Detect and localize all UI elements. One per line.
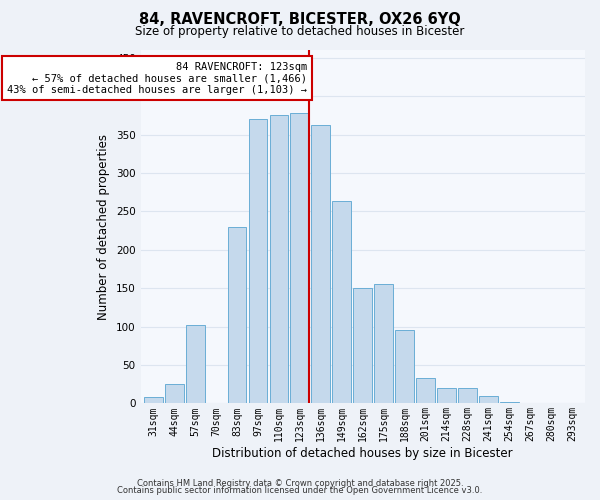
Bar	[374, 284, 393, 404]
Bar	[437, 388, 456, 404]
Text: Size of property relative to detached houses in Bicester: Size of property relative to detached ho…	[136, 25, 464, 38]
Bar	[416, 378, 435, 404]
Bar	[185, 325, 205, 404]
Bar	[500, 402, 519, 404]
Bar	[227, 226, 247, 404]
Bar	[144, 396, 163, 404]
Bar	[395, 330, 414, 404]
Text: Contains public sector information licensed under the Open Government Licence v3: Contains public sector information licen…	[118, 486, 482, 495]
Text: 84 RAVENCROFT: 123sqm
← 57% of detached houses are smaller (1,466)
43% of semi-d: 84 RAVENCROFT: 123sqm ← 57% of detached …	[7, 62, 307, 94]
Bar	[479, 396, 498, 404]
Text: 84, RAVENCROFT, BICESTER, OX26 6YQ: 84, RAVENCROFT, BICESTER, OX26 6YQ	[139, 12, 461, 28]
X-axis label: Distribution of detached houses by size in Bicester: Distribution of detached houses by size …	[212, 447, 513, 460]
Bar	[165, 384, 184, 404]
Bar	[353, 288, 372, 404]
Y-axis label: Number of detached properties: Number of detached properties	[97, 134, 110, 320]
Bar	[311, 126, 331, 404]
Bar	[458, 388, 477, 404]
Bar	[269, 116, 289, 404]
Bar	[332, 202, 351, 404]
Bar	[290, 113, 310, 404]
Bar	[248, 119, 268, 404]
Text: Contains HM Land Registry data © Crown copyright and database right 2025.: Contains HM Land Registry data © Crown c…	[137, 478, 463, 488]
